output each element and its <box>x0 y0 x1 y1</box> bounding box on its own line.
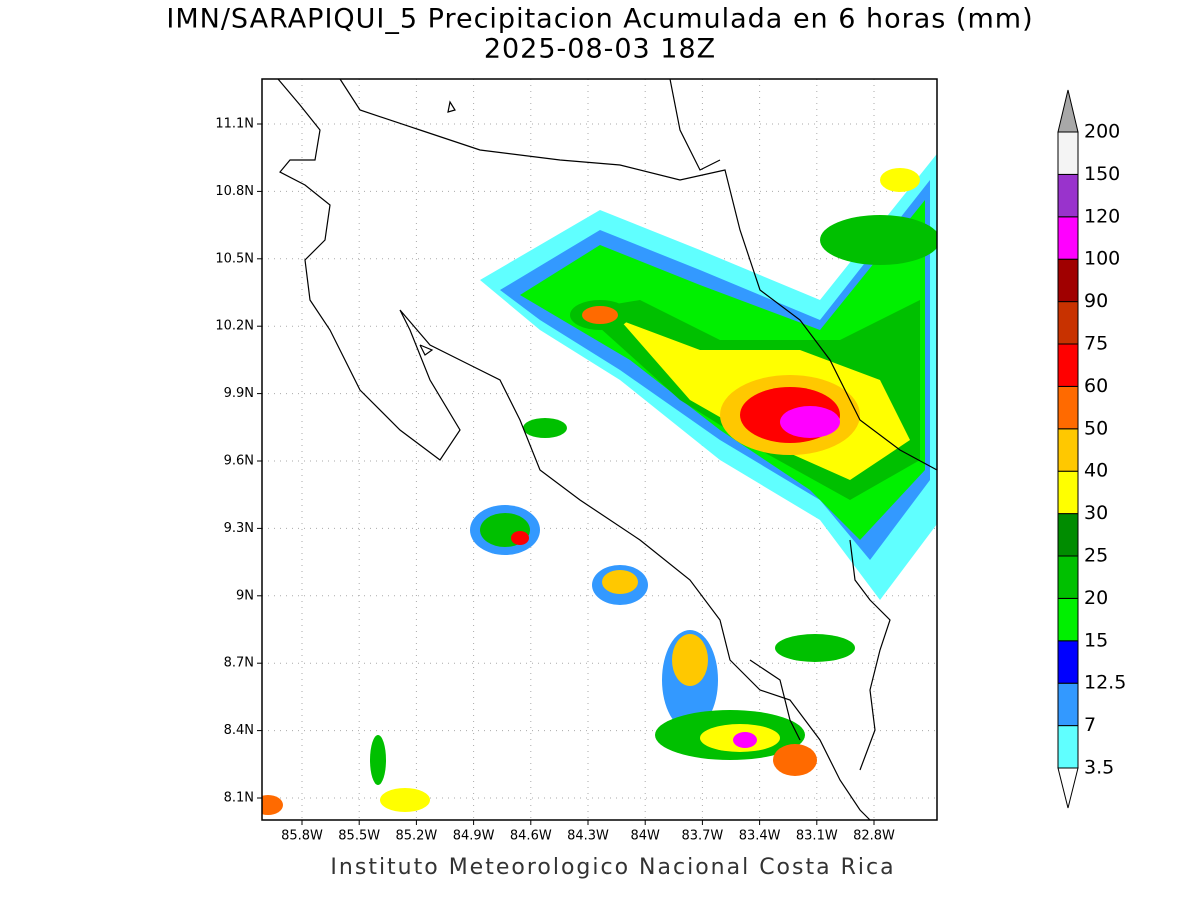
colorbar-swatch <box>1057 428 1079 472</box>
colorbar-swatch <box>1057 597 1079 642</box>
colorbar-label: 20 <box>1084 587 1108 609</box>
title: IMN/SARAPIQUI_5 Precipitacion Acumulada … <box>166 4 1033 35</box>
lat-label: 9.6N <box>224 454 254 469</box>
colorbar-arrow <box>1057 89 1079 133</box>
lat-label: 9.3N <box>224 521 254 536</box>
colorbar-label: 200 <box>1084 121 1120 143</box>
lon-label: 83.7W <box>681 829 723 844</box>
lat-label: 9.9N <box>224 386 254 401</box>
colorbar-label: 25 <box>1084 545 1108 567</box>
colorbar-label: 120 <box>1084 205 1120 227</box>
colorbar-swatch <box>1057 682 1079 727</box>
colorbar-swatch <box>1057 301 1079 345</box>
map-frame <box>261 78 938 821</box>
coastline <box>277 78 938 821</box>
colorbar-swatch <box>1057 725 1079 769</box>
colorbar-label: 15 <box>1084 629 1108 651</box>
colorbar-arrow <box>1057 767 1079 809</box>
colorbar-swatch <box>1057 258 1079 303</box>
colorbar-label: 40 <box>1084 460 1108 482</box>
colorbar-swatch <box>1057 513 1079 557</box>
colorbar-label: 150 <box>1084 163 1120 185</box>
lon-label: 84W <box>630 829 660 844</box>
lon-label: 85.2W <box>395 829 437 844</box>
colorbar-swatch <box>1057 470 1079 515</box>
subtitle: 2025-08-03 18Z <box>484 34 716 65</box>
lat-label: 10.8N <box>215 184 254 199</box>
colorbar-swatch <box>1057 555 1079 599</box>
lat-label: 11.1N <box>215 117 254 132</box>
lat-label: 8.1N <box>224 791 254 806</box>
colorbar-swatch <box>1057 131 1079 175</box>
colorbar-label: 90 <box>1084 290 1108 312</box>
lat-label: 9N <box>236 588 254 603</box>
colorbar-label: 7 <box>1084 714 1096 736</box>
lon-label: 83.4W <box>739 829 781 844</box>
colorbar-label: 30 <box>1084 502 1108 524</box>
colorbar-label: 50 <box>1084 417 1108 439</box>
colorbar-swatch <box>1057 173 1079 218</box>
lat-label: 8.4N <box>224 723 254 738</box>
colorbar-swatch <box>1057 385 1079 430</box>
lon-label: 82.8W <box>853 829 895 844</box>
lon-label: 83.1W <box>796 829 838 844</box>
colorbar-label: 12.5 <box>1084 672 1126 694</box>
colorbar-label: 60 <box>1084 375 1108 397</box>
colorbar-swatch <box>1057 216 1079 260</box>
colorbar-label: 3.5 <box>1084 757 1114 779</box>
colorbar-label: 75 <box>1084 333 1108 355</box>
lon-label: 84.3W <box>567 829 609 844</box>
lat-label: 10.5N <box>215 251 254 266</box>
lat-label: 10.2N <box>215 319 254 334</box>
colorbar-swatch <box>1057 640 1079 684</box>
lon-label: 85.5W <box>338 829 380 844</box>
lon-label: 85.8W <box>281 829 323 844</box>
lat-label: 8.7N <box>224 656 254 671</box>
lon-label: 84.9W <box>453 829 495 844</box>
lon-label: 84.6W <box>510 829 552 844</box>
colorbar: 3.5 7 12.5 15 20 25 30 40 50 60 75 90 100 120 150 200 <box>1057 89 1126 809</box>
colorbar-swatch <box>1057 343 1079 387</box>
grid <box>257 79 937 825</box>
footer: Instituto Meteorologico Nacional Costa R… <box>330 855 895 880</box>
colorbar-label: 100 <box>1084 248 1120 270</box>
precip-field <box>262 153 937 815</box>
